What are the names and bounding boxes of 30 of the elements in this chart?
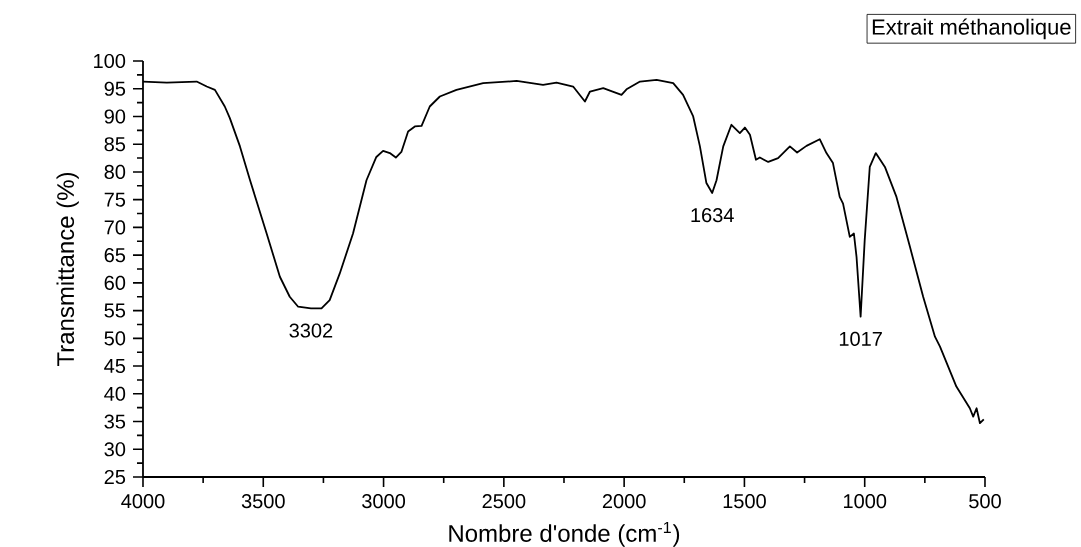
x-tick-label: 500	[969, 494, 1001, 509]
y-tick-label: 100	[94, 53, 126, 69]
y-tick-label: 45	[104, 359, 126, 374]
annotation: 3302	[289, 323, 333, 338]
y-tick-label: 75	[104, 192, 126, 207]
x-tick-label: 1500	[723, 494, 766, 509]
y-tick-label: 55	[104, 303, 126, 318]
y-tick-label: 50	[104, 331, 126, 346]
chart-title: Extrait méthanolique	[872, 18, 1071, 40]
y-tick-label: 40	[104, 386, 126, 401]
y-tick-label: 35	[104, 414, 126, 429]
y-tick-label: 65	[104, 248, 126, 263]
y-axis-title: Transmittance (%)	[56, 172, 79, 367]
y-tick-label: 25	[104, 469, 126, 485]
y-tick-label: 80	[104, 164, 126, 180]
x-tick-label: 3000	[362, 494, 406, 509]
x-tick-label: 4000	[121, 494, 165, 509]
y-tick-label: 30	[104, 442, 126, 457]
x-tick-label: 2500	[482, 494, 526, 509]
y-tick-label: 60	[104, 275, 126, 290]
y-tick-label: 70	[104, 220, 126, 235]
x-tick-label: 2000	[602, 494, 646, 509]
y-tick-label: 85	[104, 137, 126, 152]
y-tick-label: 95	[104, 81, 126, 96]
x-tick-label: 3500	[241, 494, 285, 509]
y-tick-label: 90	[104, 109, 126, 124]
annotation: 1634	[691, 208, 734, 223]
x-axis-title: Nombre d'onde (cm$^{-1}$)	[449, 521, 680, 547]
x-tick-label: 1000	[844, 494, 887, 509]
annotation: 1017	[839, 331, 882, 346]
